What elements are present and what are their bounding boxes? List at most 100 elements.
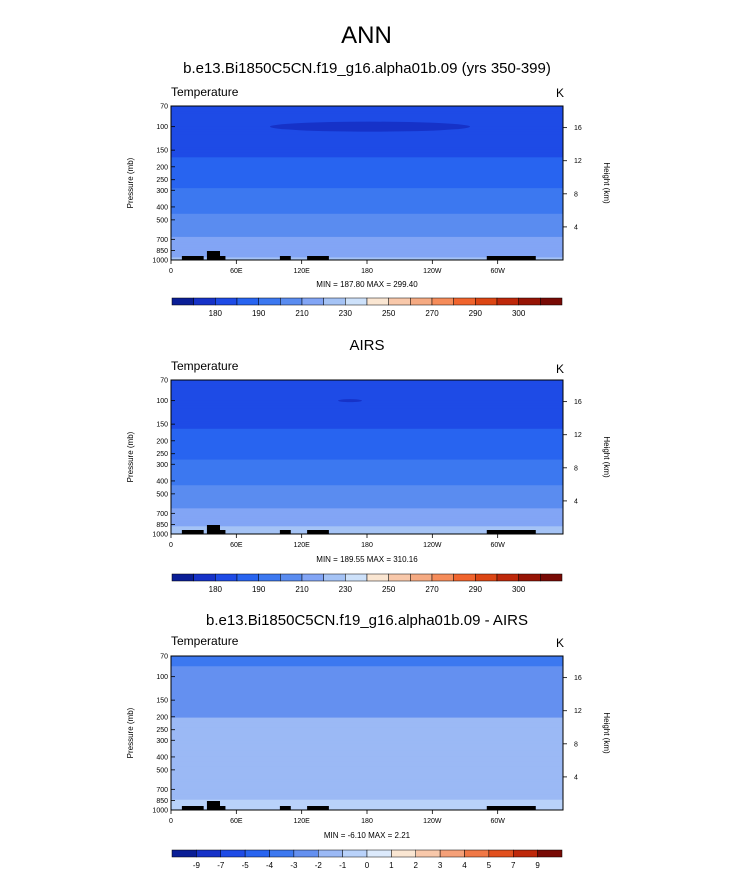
contour-band (171, 226, 563, 230)
colorbar-swatch (236, 297, 259, 306)
contour-band (171, 183, 563, 187)
contour-band (171, 136, 563, 140)
contour-band (171, 758, 563, 762)
y-tick-label: 300 (156, 738, 168, 745)
topography-mask (279, 530, 291, 534)
contour-band (171, 167, 563, 171)
contour-band (171, 474, 563, 479)
contour-band (171, 666, 563, 670)
contour-band (171, 408, 563, 412)
y2-tick-label: 4 (574, 498, 578, 505)
contour-band (171, 797, 563, 801)
y-tick-label: 250 (156, 451, 168, 458)
colorbar-label: 210 (295, 585, 309, 594)
colorbar-swatch (342, 849, 368, 858)
contour-band (171, 697, 563, 701)
contour-band (171, 668, 563, 672)
contour-band (171, 523, 563, 527)
contour-band (171, 231, 563, 235)
contour-band (171, 750, 563, 755)
y2-tick-label: 4 (574, 774, 578, 781)
colorbar-swatch (318, 849, 343, 858)
contour-band (171, 459, 563, 463)
contour-band (171, 518, 563, 522)
contour-band (171, 462, 563, 466)
colorbar-swatch (220, 849, 246, 858)
colorbar-swatch (415, 849, 441, 858)
colorbar-swatch (475, 573, 498, 582)
y-axis-label: Pressure (mb) (126, 707, 135, 758)
colorbar-swatch (410, 297, 433, 306)
colorbar-label: 0 (365, 861, 370, 870)
colorbar-label: -3 (290, 861, 298, 870)
colorbar-label: 300 (512, 309, 526, 318)
contour-band (171, 134, 563, 138)
y-tick-label: 400 (156, 754, 168, 761)
colorbar-swatch (518, 297, 541, 306)
y-tick-label: 200 (156, 438, 168, 445)
contour-band (171, 720, 563, 724)
contour-band (171, 141, 563, 145)
colorbar-swatch (269, 849, 295, 858)
colorbar-swatch (453, 297, 476, 306)
colorbar-swatch (171, 297, 194, 306)
contour-band (171, 717, 563, 721)
colorbar-label: 230 (339, 309, 353, 318)
x-tick-label: 120W (423, 542, 442, 549)
colorbar-label: 230 (339, 585, 353, 594)
contour-band (171, 257, 563, 261)
contour-band (171, 786, 563, 790)
colorbar-label: 190 (252, 585, 266, 594)
contour-band (171, 457, 563, 461)
contour-band (171, 159, 563, 163)
y2-tick-label: 16 (574, 399, 582, 406)
contour-band (171, 745, 563, 749)
contour-band (171, 392, 563, 396)
y-axis-label: Pressure (mb) (126, 431, 135, 482)
colorbar-label: 250 (382, 309, 396, 318)
colorbar-swatch (193, 297, 216, 306)
y-tick-label: 100 (156, 674, 168, 681)
y2-tick-label: 16 (574, 125, 582, 132)
contour-band (171, 725, 563, 729)
contour-plot-2: 70 100 150 200 250 300 400 500 700 850 1000 4 8 12 16 0… (126, 378, 611, 550)
contour-band (171, 147, 563, 151)
y-tick-label: 700 (156, 237, 168, 244)
contour-band (171, 165, 563, 169)
y-tick-label: 70 (160, 654, 168, 661)
colorbar-label: 7 (511, 861, 516, 870)
contour-band (171, 218, 563, 222)
topography-mask (181, 806, 204, 810)
y-tick-label: 700 (156, 787, 168, 794)
contour-band (171, 431, 563, 435)
contour-band (171, 500, 563, 504)
contour-band (171, 216, 563, 220)
contour-band (171, 200, 563, 205)
contour-band (171, 704, 563, 708)
y-tick-label: 850 (156, 248, 168, 255)
contour-band (171, 190, 563, 194)
contour-band (171, 111, 563, 115)
y2-tick-label: 12 (574, 432, 582, 439)
contour-band (171, 679, 563, 683)
contour-band (171, 490, 563, 494)
colorbar-swatch (391, 849, 416, 858)
topography-mask (486, 806, 536, 810)
colorbar-swatch (439, 849, 465, 858)
contour-band (171, 236, 563, 240)
y-tick-label: 400 (156, 204, 168, 211)
contour-band (171, 673, 563, 678)
contour-band (171, 400, 563, 404)
contour-band (171, 131, 563, 135)
x-tick-label: 0 (169, 542, 173, 549)
contour-band (171, 487, 563, 491)
units-label: K (556, 86, 565, 100)
contour-band (171, 480, 563, 484)
y-tick-label: 850 (156, 522, 168, 529)
colorbar-swatch (244, 849, 270, 858)
contour-band (171, 661, 563, 665)
y-tick-label: 200 (156, 714, 168, 721)
colorbar-swatch (258, 297, 281, 306)
x-tick-label: 120W (423, 818, 442, 825)
contour-band (171, 188, 563, 192)
